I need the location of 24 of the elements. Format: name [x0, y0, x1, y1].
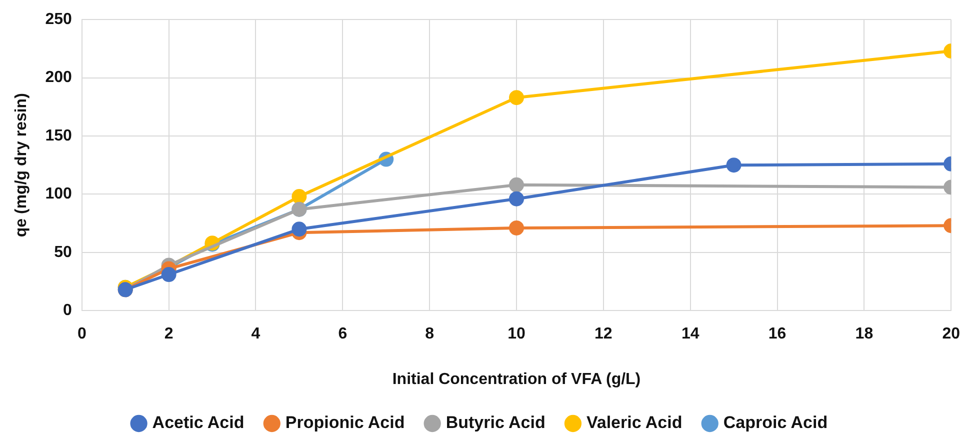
y-tick-label: 150 — [45, 127, 72, 144]
legend-label: Propionic Acid — [285, 413, 405, 432]
x-tick-label: 16 — [768, 326, 786, 343]
x-tick-label: 14 — [681, 326, 700, 343]
x-tick-label: 12 — [594, 326, 612, 343]
legend-label: Caproic Acid — [723, 413, 828, 432]
x-tick-label: 8 — [425, 326, 434, 343]
y-tick-label: 250 — [45, 11, 72, 28]
y-tick-label: 0 — [62, 302, 72, 320]
x-tick-label: 6 — [338, 326, 348, 343]
x-tick-label: 0 — [77, 326, 86, 343]
y-tick-label: 200 — [45, 69, 72, 86]
x-axis-title: Initial Concentration of VFA (g/L) — [392, 370, 641, 388]
x-tick-label: 4 — [251, 326, 260, 343]
legend-label: Valeric Acid — [586, 413, 682, 432]
x-tick-label: 2 — [164, 326, 174, 343]
legend-label: Butyric Acid — [446, 413, 546, 432]
y-tick-label: 50 — [54, 244, 72, 261]
x-tick-label: 20 — [942, 326, 960, 343]
x-tick-label: 18 — [855, 326, 874, 343]
y-tick-label: 100 — [45, 186, 72, 203]
x-tick-label: 10 — [508, 326, 526, 343]
legend-label: Acetic Acid — [152, 413, 244, 432]
y-axis-title: qe (mg/g dry resin) — [13, 93, 30, 238]
